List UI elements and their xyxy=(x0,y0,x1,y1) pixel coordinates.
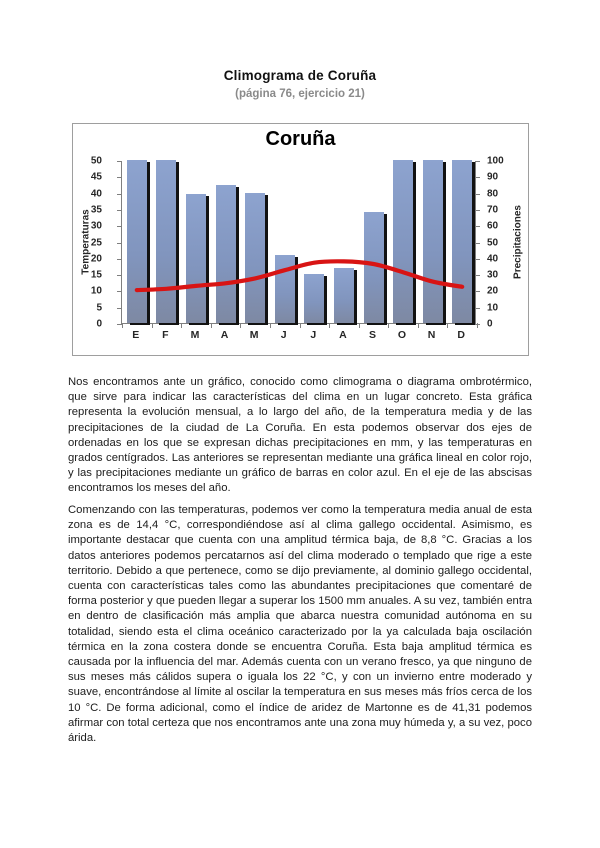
precipitation-bar-10-O xyxy=(393,160,413,323)
right-axis-tick-mark xyxy=(475,193,480,195)
month-label-3-M: M xyxy=(190,329,200,341)
left-axis-tick-mark xyxy=(117,193,122,195)
precipitation-bar-5-M xyxy=(245,192,266,323)
left-axis-tick-mark xyxy=(117,177,122,179)
month-label-5-M: M xyxy=(249,329,259,341)
paragraph-1: Nos encontramos ante un gráfico, conocid… xyxy=(68,376,532,495)
left-axis-tick-mark xyxy=(117,161,122,162)
climograph-figure: Coruña Temperaturas Precipitaciones 0 5 10… xyxy=(72,123,529,356)
right-axis-tick-mark xyxy=(475,161,480,162)
right-axis-tick-mark xyxy=(475,291,480,293)
category-axis-tick-mark xyxy=(269,323,271,328)
precipitation-bar-9-S xyxy=(363,212,384,323)
left-axis-tick-label-20: 20 xyxy=(90,253,102,265)
category-axis-tick-mark xyxy=(181,323,183,328)
left-axis-tick-label-0: 0 xyxy=(96,318,102,330)
plot-area xyxy=(117,160,480,328)
left-axis-tick-label-5: 5 xyxy=(96,302,102,314)
month-label-2-F: F xyxy=(162,329,169,341)
right-axis-tick-label-80: 80 xyxy=(487,188,499,200)
left-axis-tick-label-45: 45 xyxy=(90,171,102,183)
right-axis-tick-mark xyxy=(475,209,480,211)
right-axis-tick-labels: 0 10 20 30 40 50 60 70 80 90 100 xyxy=(482,156,528,330)
month-label-10-O: O xyxy=(397,329,407,341)
left-axis-tick-mark xyxy=(117,242,122,244)
right-axis-tick-label-60: 60 xyxy=(487,220,499,232)
category-axis-tick-mark xyxy=(122,323,123,328)
right-axis-tick-label-20: 20 xyxy=(487,285,499,297)
left-axis-tick-label-35: 35 xyxy=(90,204,102,216)
right-axis-tick-label-90: 90 xyxy=(487,171,499,183)
left-axis-tick-label-50: 50 xyxy=(90,155,102,167)
month-label-8-A: A xyxy=(339,329,347,341)
precipitation-bar-8-A xyxy=(333,267,354,323)
left-axis-tick-label-25: 25 xyxy=(90,237,102,248)
right-axis-tick-mark xyxy=(475,226,480,228)
category-axis-tick-mark xyxy=(358,323,360,328)
month-label-1-E: E xyxy=(132,329,140,341)
paragraph-2: Comenzando con las temperaturas, podemos… xyxy=(68,504,532,745)
category-axis-tick-mark xyxy=(151,323,153,328)
left-axis-tick-label-10: 10 xyxy=(90,285,102,297)
category-axis-tick-mark xyxy=(329,323,331,328)
right-axis-tick-label-70: 70 xyxy=(487,204,499,216)
right-axis-tick-mark xyxy=(475,177,480,179)
category-axis-tick-mark xyxy=(210,323,212,328)
category-axis-tick-mark xyxy=(447,323,449,328)
left-axis-tick-mark xyxy=(117,258,122,260)
precipitation-bar-3-M xyxy=(186,194,206,323)
category-axis-tick-mark xyxy=(240,323,242,328)
precipitation-bar-12-D xyxy=(452,160,473,323)
month-label-9-S: S xyxy=(368,329,377,341)
precipitation-bar-4-A xyxy=(215,184,236,323)
right-axis-tick-label-10: 10 xyxy=(487,302,499,314)
left-axis-tick-mark xyxy=(117,275,122,277)
right-axis-tick-label-100: 100 xyxy=(487,155,504,167)
right-axis-tick-label-40: 40 xyxy=(487,253,499,265)
left-axis-tick-mark xyxy=(117,291,122,293)
page-title: Climograma de Coruña xyxy=(223,68,377,83)
category-axis-tick-mark xyxy=(417,323,419,328)
left-axis-tick-label-30: 30 xyxy=(90,220,102,232)
left-axis-tick-mark xyxy=(117,324,122,325)
left-axis-tick-mark xyxy=(117,307,122,309)
month-label-12-D: D xyxy=(457,329,465,341)
left-axis-tick-mark xyxy=(117,209,122,211)
right-axis-tick-label-30: 30 xyxy=(487,269,499,281)
month-label-6-J: J xyxy=(280,329,287,341)
right-axis-tick-mark xyxy=(475,275,480,277)
right-axis-tick-label-0: 0 xyxy=(487,318,493,330)
right-axis-tick-label-50: 50 xyxy=(487,237,499,248)
month-label-7-J: J xyxy=(310,329,317,341)
page-subtitle: (página 76, ejercicio 21) xyxy=(235,88,365,100)
precipitation-bar-6-J xyxy=(274,254,295,323)
left-axis-tick-labels: 0 5 10 15 20 25 30 35 40 45 50 xyxy=(73,156,112,330)
precipitation-bar-7-J xyxy=(304,274,325,323)
right-axis-tick-mark xyxy=(475,258,480,260)
category-axis-tick-mark xyxy=(477,323,478,328)
right-axis-tick-mark xyxy=(475,307,480,309)
chart-title: Coruña xyxy=(265,128,336,150)
category-axis-tick-mark xyxy=(299,323,301,328)
left-axis-tick-label-40: 40 xyxy=(90,188,102,200)
month-label-4-A: A xyxy=(220,329,229,341)
precipitation-bar-1-E xyxy=(126,160,147,323)
right-axis-tick-mark xyxy=(475,242,480,244)
month-label-11-N: N xyxy=(427,329,436,341)
category-axis-tick-mark xyxy=(388,323,390,328)
left-axis-tick-label-15: 15 xyxy=(90,269,102,281)
precipitation-bar-11-N xyxy=(422,160,443,323)
left-axis-tick-mark xyxy=(117,226,122,228)
precipitation-bar-2-F xyxy=(156,160,177,323)
